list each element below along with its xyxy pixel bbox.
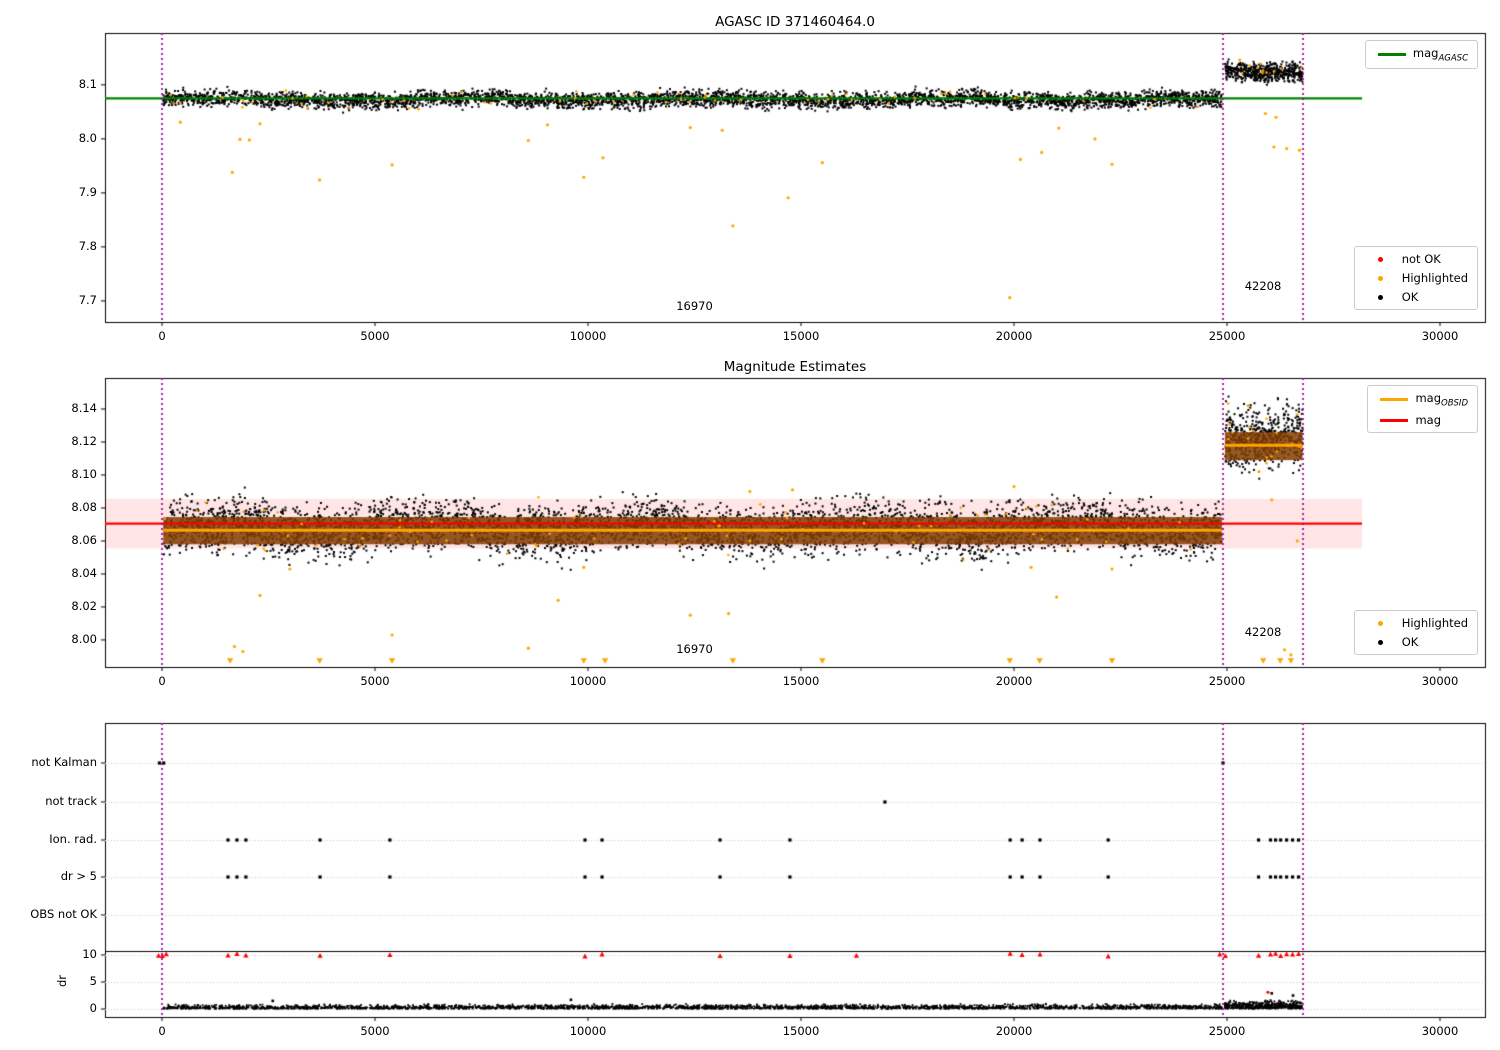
flag-category-label: not track [45,793,97,808]
x-tick-label: 5000 [360,674,390,688]
x-tick-label: 0 [158,674,166,688]
legend-row: magAGASC [1375,46,1468,63]
x-tick-label: 20000 [995,329,1033,343]
legend-plot2-markers: Highlighted OK [1353,610,1478,655]
y-tick-label: 8.00 [71,631,97,646]
legend-row: Highlighted [1364,616,1468,630]
black-dot-swatch [1364,294,1398,300]
legend-plot1-markers: not OK Highlighted OK [1353,246,1478,310]
y-tick-label: 7.7 [78,292,97,307]
legend-label: Highlighted [1401,271,1468,285]
plot2-title: Magnitude Estimates [723,359,867,375]
green-line-swatch [1375,53,1409,57]
y-tick-label: 7.9 [78,184,97,199]
flag-category-label: Ion. rad. [49,832,97,846]
x-tick-label: 30000 [1421,329,1459,343]
y-tick-label: 8.14 [71,401,97,415]
y-tick-label: 8.08 [71,499,97,514]
dr-tick-label: 0 [89,1001,97,1015]
legend-row: Highlighted [1364,271,1468,285]
x-tick-label: 15000 [782,329,820,343]
legend-label: OK [1401,635,1419,649]
x-tick-label: 0 [158,329,166,343]
legend-label: OK [1401,290,1419,304]
x-tick-label: 5000 [360,329,390,343]
y-tick-label: 8.04 [71,565,97,580]
legend-label: magOBSID [1415,391,1468,409]
y-tick-label: 8.12 [71,434,97,448]
plot1-title: AGASC ID 371460464.0 [715,14,875,30]
flag-category-label: OBS not OK [30,907,97,921]
orange-dot-swatch [1364,275,1398,281]
obsid-annotation: 42208 [1244,625,1282,640]
dr-tick-label: 5 [89,974,97,988]
x-tick-label: 10000 [569,329,607,343]
orange-line-swatch [1377,398,1411,402]
legend-label: not OK [1401,252,1441,266]
x-tick-label: 30000 [1421,1024,1459,1038]
legend-mag-obsid: magOBSID mag [1367,385,1478,434]
x-tick-label: 20000 [995,674,1033,688]
y-tick-label: 8.06 [71,532,97,547]
red-dot-swatch [1364,256,1398,262]
y-tick-label: 8.0 [78,130,97,145]
x-tick-label: 5000 [360,1024,390,1038]
legend-row: OK [1364,290,1468,304]
x-tick-label: 15000 [782,1024,820,1038]
red-line-swatch [1377,418,1411,422]
y-tick-label: 8.1 [78,76,97,91]
y-tick-label: 8.02 [71,598,97,613]
legend-row: OK [1364,635,1468,649]
y-tick-label: 7.8 [78,238,97,253]
x-tick-label: 0 [158,1024,166,1038]
x-tick-label: 25000 [1208,1024,1246,1038]
x-tick-label: 30000 [1421,674,1459,688]
x-tick-label: 25000 [1208,329,1246,343]
x-tick-label: 20000 [995,1024,1033,1038]
legend-row: not OK [1364,252,1468,266]
x-tick-label: 10000 [569,674,607,688]
y-tick-label: 8.10 [71,466,97,481]
legend-label: Highlighted [1401,616,1468,630]
legend-label: magAGASC [1412,46,1468,64]
obsid-annotation: 42208 [1244,278,1282,293]
legend-row: magOBSID [1377,391,1468,408]
dr-tick-label: 10 [82,946,97,961]
obsid-annotation: 16970 [676,641,713,656]
x-tick-label: 15000 [782,674,820,688]
legend-row: mag [1377,413,1468,427]
legend-mag-agasc: magAGASC [1364,40,1478,70]
x-tick-label: 10000 [569,1024,607,1038]
flag-category-label: not Kalman [31,755,97,769]
legend-label: mag [1415,413,1442,428]
flag-category-label: dr > 5 [60,868,97,883]
x-tick-label: 25000 [1208,674,1246,688]
black-dot-swatch [1364,639,1398,645]
orange-dot-swatch [1364,620,1398,626]
obsid-annotation: 16970 [676,298,713,313]
